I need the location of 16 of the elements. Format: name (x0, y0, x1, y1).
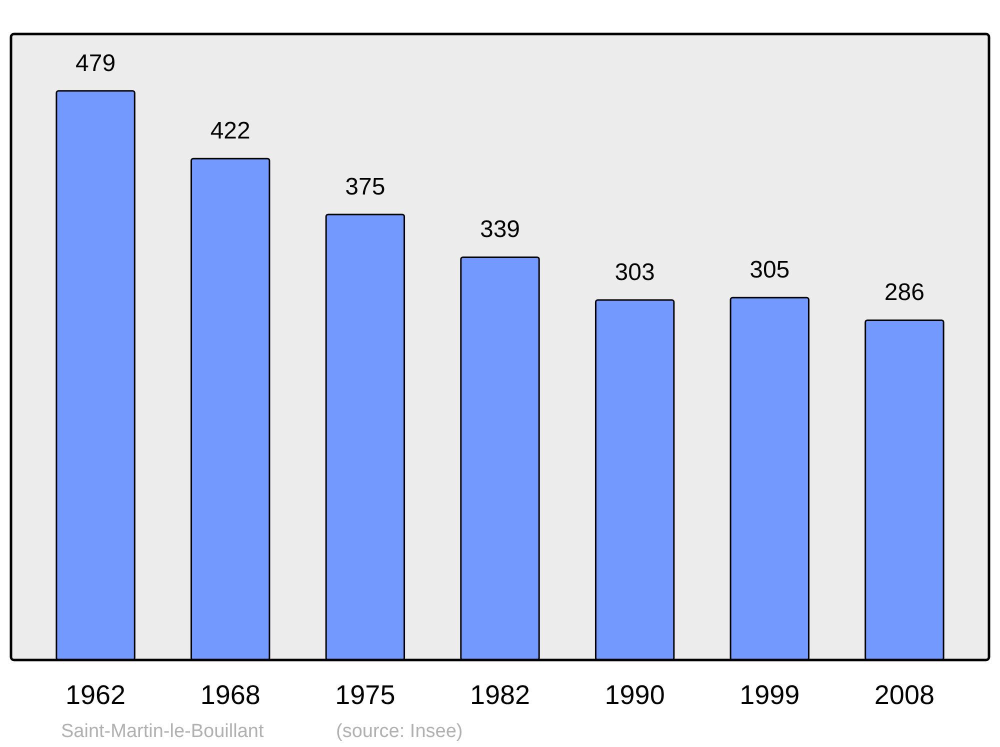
x-tick-label: 1982 (470, 680, 530, 710)
data-label: 305 (750, 256, 790, 284)
data-label: 422 (210, 118, 250, 145)
data-label: 339 (480, 216, 520, 244)
x-tick-label: 1962 (66, 680, 126, 710)
text: (source: Insee) (336, 721, 463, 742)
x-tick-label: 1999 (740, 680, 800, 710)
text: Saint-Martin-le-Bouillant (61, 721, 264, 742)
data-label: 286 (884, 279, 924, 306)
data-label: 479 (76, 50, 116, 77)
x-tick-label: 1968 (200, 680, 260, 710)
x-tick-label: 1975 (335, 680, 396, 710)
data-label: 375 (345, 173, 386, 200)
data-label: 303 (614, 259, 655, 286)
x-tick-label: 1990 (604, 680, 665, 710)
x-tick-label: 2008 (874, 680, 934, 710)
